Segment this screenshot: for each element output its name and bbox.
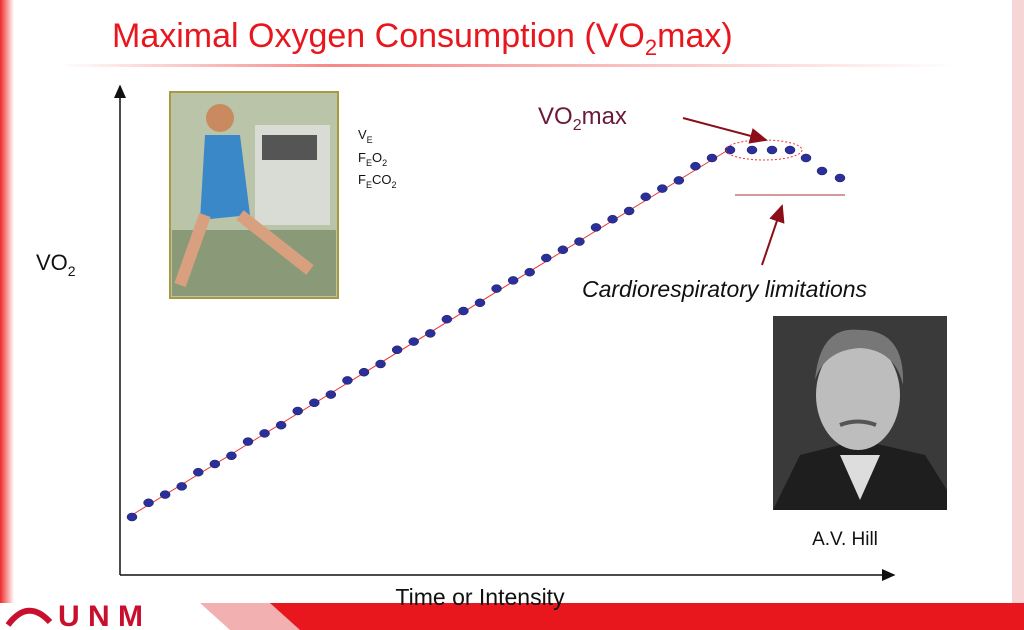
dot xyxy=(784,145,796,155)
dot xyxy=(834,173,846,183)
dot xyxy=(524,267,535,277)
dot xyxy=(143,498,154,508)
measure-sub: E xyxy=(366,158,372,168)
measure-sub: E xyxy=(366,180,372,190)
measure-sub: E xyxy=(367,135,373,145)
slide-title: Maximal Oxygen Consumption (VO2max) xyxy=(112,17,733,60)
measure-text: CO xyxy=(372,172,392,187)
dot xyxy=(766,145,778,155)
dot xyxy=(673,176,685,185)
dot xyxy=(816,166,828,176)
x-axis-label: Time or Intensity xyxy=(395,584,565,610)
limit-arrow xyxy=(761,204,785,266)
right-edge xyxy=(1012,0,1024,630)
measure-sub: 2 xyxy=(391,180,396,190)
dot xyxy=(800,153,812,163)
logo-text: U N M xyxy=(58,600,143,630)
title-rule xyxy=(60,64,960,67)
dot xyxy=(724,145,736,155)
dot xyxy=(209,459,221,469)
dot xyxy=(623,206,635,216)
dot xyxy=(607,214,618,224)
title-subscript: 2 xyxy=(645,35,657,60)
dot xyxy=(391,345,403,355)
dot xyxy=(491,284,502,293)
dot xyxy=(259,429,270,438)
peak-tail: max xyxy=(582,103,627,130)
measure-text: V xyxy=(358,127,367,142)
y-label-text: VO xyxy=(36,250,68,275)
dot xyxy=(441,314,453,324)
dot xyxy=(640,192,651,202)
dot xyxy=(193,467,204,477)
measure-feo2: FEO2 xyxy=(358,150,387,168)
title-text: Maximal Oxygen Consumption (VO xyxy=(112,17,645,55)
dot xyxy=(159,490,171,499)
logo-arc xyxy=(5,607,53,627)
dot xyxy=(557,245,569,255)
dot xyxy=(176,482,187,491)
portrait-caption: A.V. Hill xyxy=(812,529,878,550)
dot xyxy=(126,512,138,522)
portrait-photo xyxy=(773,316,947,510)
dot xyxy=(292,406,303,416)
data-dots xyxy=(126,145,846,522)
y-axis-label: VO2 xyxy=(36,250,76,279)
measure-text: F xyxy=(358,150,366,165)
dot xyxy=(574,237,585,246)
title-tail: max) xyxy=(657,17,733,55)
dot xyxy=(746,145,758,155)
y-label-subscript: 2 xyxy=(68,263,76,279)
peak-label: VO2max xyxy=(538,103,627,134)
runner-photo xyxy=(169,91,339,299)
dot xyxy=(690,161,701,171)
dot xyxy=(325,390,337,399)
peak-ellipse xyxy=(725,139,803,161)
peak-text: VO xyxy=(538,103,573,130)
limit-label: Cardiorespiratory limitations xyxy=(582,276,868,302)
dot xyxy=(226,451,237,461)
dot xyxy=(358,367,370,377)
dot xyxy=(425,329,436,338)
dot xyxy=(342,376,353,385)
dot xyxy=(275,420,287,430)
measure-sub: 2 xyxy=(382,158,387,168)
dot xyxy=(590,223,602,232)
dot xyxy=(706,153,718,163)
footer-swoosh xyxy=(200,603,300,630)
dot xyxy=(541,253,552,263)
dot xyxy=(375,359,386,369)
measure-ve: VE xyxy=(358,127,373,145)
dot xyxy=(242,437,254,446)
dot xyxy=(657,184,668,193)
peak-arrow xyxy=(682,117,768,144)
left-edge xyxy=(0,0,14,630)
dot xyxy=(507,276,519,285)
measure-text: O xyxy=(372,150,382,165)
measure-text: F xyxy=(358,172,366,187)
peak-subscript: 2 xyxy=(573,117,582,134)
dot xyxy=(408,337,419,346)
dot xyxy=(458,306,469,316)
measure-feco2: FECO2 xyxy=(358,172,396,190)
dot xyxy=(474,298,486,308)
dot xyxy=(309,398,320,408)
